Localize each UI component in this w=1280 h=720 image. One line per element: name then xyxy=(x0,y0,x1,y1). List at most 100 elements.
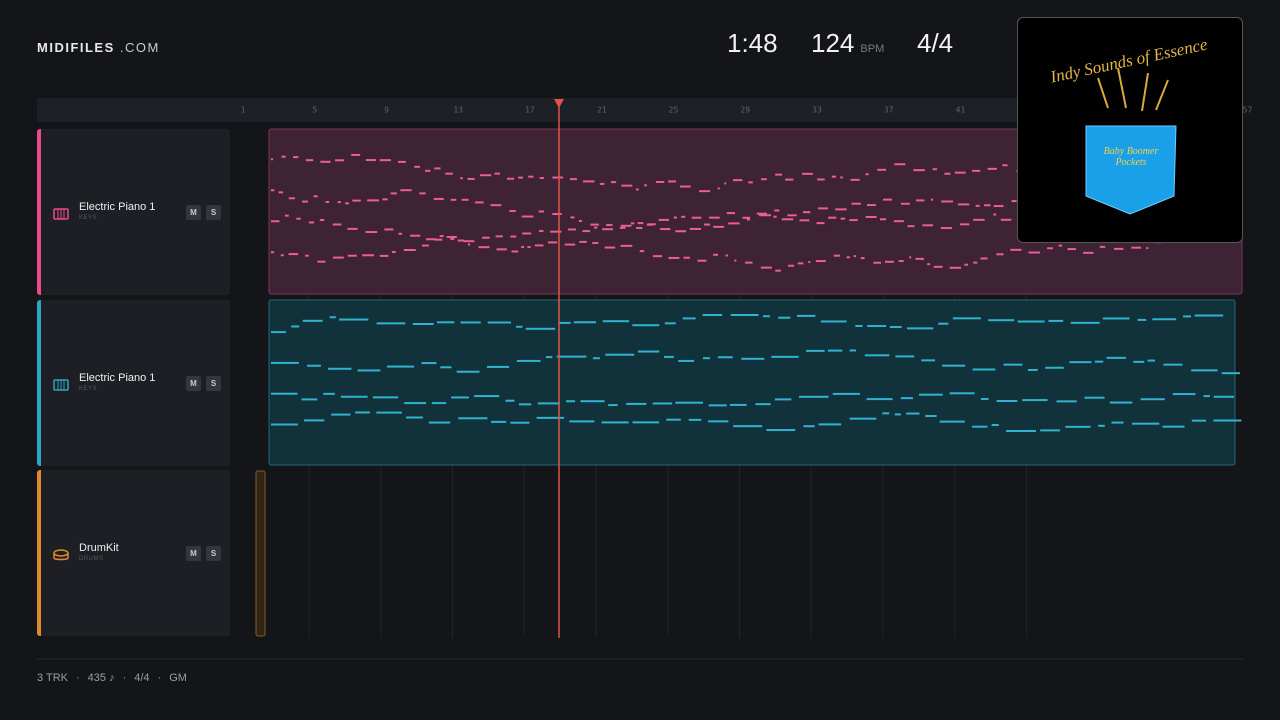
midi-note xyxy=(450,198,457,201)
midi-note xyxy=(636,227,643,230)
midi-note xyxy=(1163,363,1183,366)
midi-note xyxy=(906,412,920,415)
track-header[interactable]: Electric Piano 1 KEYS M S xyxy=(37,129,230,295)
midi-note xyxy=(570,216,575,219)
midi-note xyxy=(785,178,794,181)
solo-button[interactable]: S xyxy=(206,546,221,561)
midi-note xyxy=(372,396,399,399)
midi-note xyxy=(556,355,587,358)
bar-number: 9 xyxy=(384,106,389,115)
midi-note xyxy=(894,163,906,166)
midi-note xyxy=(538,210,545,213)
midi-note xyxy=(1098,424,1105,427)
midi-note xyxy=(1194,314,1224,317)
midi-note xyxy=(1003,363,1023,366)
midi-note xyxy=(907,327,934,330)
midi-note xyxy=(1083,251,1094,254)
midi-note xyxy=(877,168,887,171)
midi-note xyxy=(771,355,799,358)
time: 1:48 xyxy=(727,28,778,58)
track-count: 3 TRK xyxy=(37,672,68,684)
midi-note xyxy=(511,250,519,253)
midi-note xyxy=(762,315,770,318)
separator: · xyxy=(157,672,162,684)
midi-note xyxy=(1047,247,1053,250)
midi-note xyxy=(867,325,887,328)
midi-note xyxy=(817,178,825,181)
midi-note xyxy=(331,413,351,416)
midi-note xyxy=(817,207,829,210)
midi-note xyxy=(898,260,904,263)
midi-note xyxy=(461,198,469,201)
midi-note xyxy=(708,404,727,407)
midi-note xyxy=(516,325,523,328)
midi-note xyxy=(599,182,605,185)
midi-note xyxy=(802,211,811,214)
track-header[interactable]: Electric Piano 1 KEYS M S xyxy=(37,299,230,466)
solo-button[interactable]: S xyxy=(206,205,221,220)
midi-note xyxy=(386,365,415,368)
midi-note xyxy=(351,153,361,156)
midi-note xyxy=(993,205,1004,208)
midi-note xyxy=(284,214,289,217)
bar-number: 17 xyxy=(525,106,535,115)
midi-note xyxy=(490,204,502,207)
midi-note xyxy=(467,243,471,246)
track-header[interactable]: DrumKit DRUMS M S xyxy=(37,470,230,636)
midi-note xyxy=(304,419,325,422)
track-icon xyxy=(53,549,69,561)
midi-note xyxy=(774,209,780,212)
solo-button[interactable]: S xyxy=(206,375,221,391)
midi-note xyxy=(376,411,402,414)
midi-note xyxy=(620,244,633,247)
midi-note xyxy=(414,165,421,168)
midi-note xyxy=(748,181,753,184)
brand-name: MIDIFILES xyxy=(37,40,115,55)
midi-note xyxy=(980,257,988,260)
midi-note xyxy=(547,241,558,244)
midi-note xyxy=(766,429,796,432)
midi-note xyxy=(1146,247,1149,250)
midi-note xyxy=(815,260,826,263)
midi-note xyxy=(907,225,915,228)
midi-note xyxy=(787,214,797,217)
track-color xyxy=(37,299,41,466)
midi-note xyxy=(439,235,444,238)
bar-number: 57 xyxy=(1243,106,1253,115)
midi-note xyxy=(410,234,421,237)
midi-note xyxy=(882,198,893,201)
midi-note xyxy=(357,369,381,372)
midi-note xyxy=(1133,360,1145,363)
mute-button[interactable]: M xyxy=(186,205,201,220)
midi-note xyxy=(702,357,710,360)
midi-note xyxy=(334,159,345,162)
midi-note xyxy=(440,366,452,369)
midi-note xyxy=(893,220,904,223)
midi-note xyxy=(528,175,534,178)
midi-note xyxy=(900,202,910,205)
midi-note xyxy=(833,254,841,257)
midi-note xyxy=(1022,399,1048,402)
midi-note xyxy=(860,257,865,260)
midi-note xyxy=(960,223,970,226)
note-count: 435 ♪ xyxy=(87,672,115,684)
midi-note xyxy=(450,237,455,240)
bar-number: 13 xyxy=(453,106,463,115)
midi-note xyxy=(345,202,349,205)
midi-note xyxy=(704,223,711,226)
midi-note xyxy=(991,424,999,427)
mute-button[interactable]: M xyxy=(186,546,201,561)
midi-note xyxy=(552,212,562,215)
brand-suffix: .COM xyxy=(119,40,160,55)
clip-keys-2[interactable] xyxy=(268,299,1236,466)
clip-drums[interactable] xyxy=(255,470,266,637)
playhead-handle[interactable] xyxy=(554,99,564,108)
midi-note xyxy=(301,398,318,401)
midi-note xyxy=(1106,356,1127,359)
midi-note xyxy=(988,319,1015,322)
midi-note xyxy=(708,420,729,423)
midi-note xyxy=(525,327,556,330)
midi-note xyxy=(755,403,771,406)
mute-button[interactable]: M xyxy=(186,375,201,391)
midi-note xyxy=(352,199,361,202)
